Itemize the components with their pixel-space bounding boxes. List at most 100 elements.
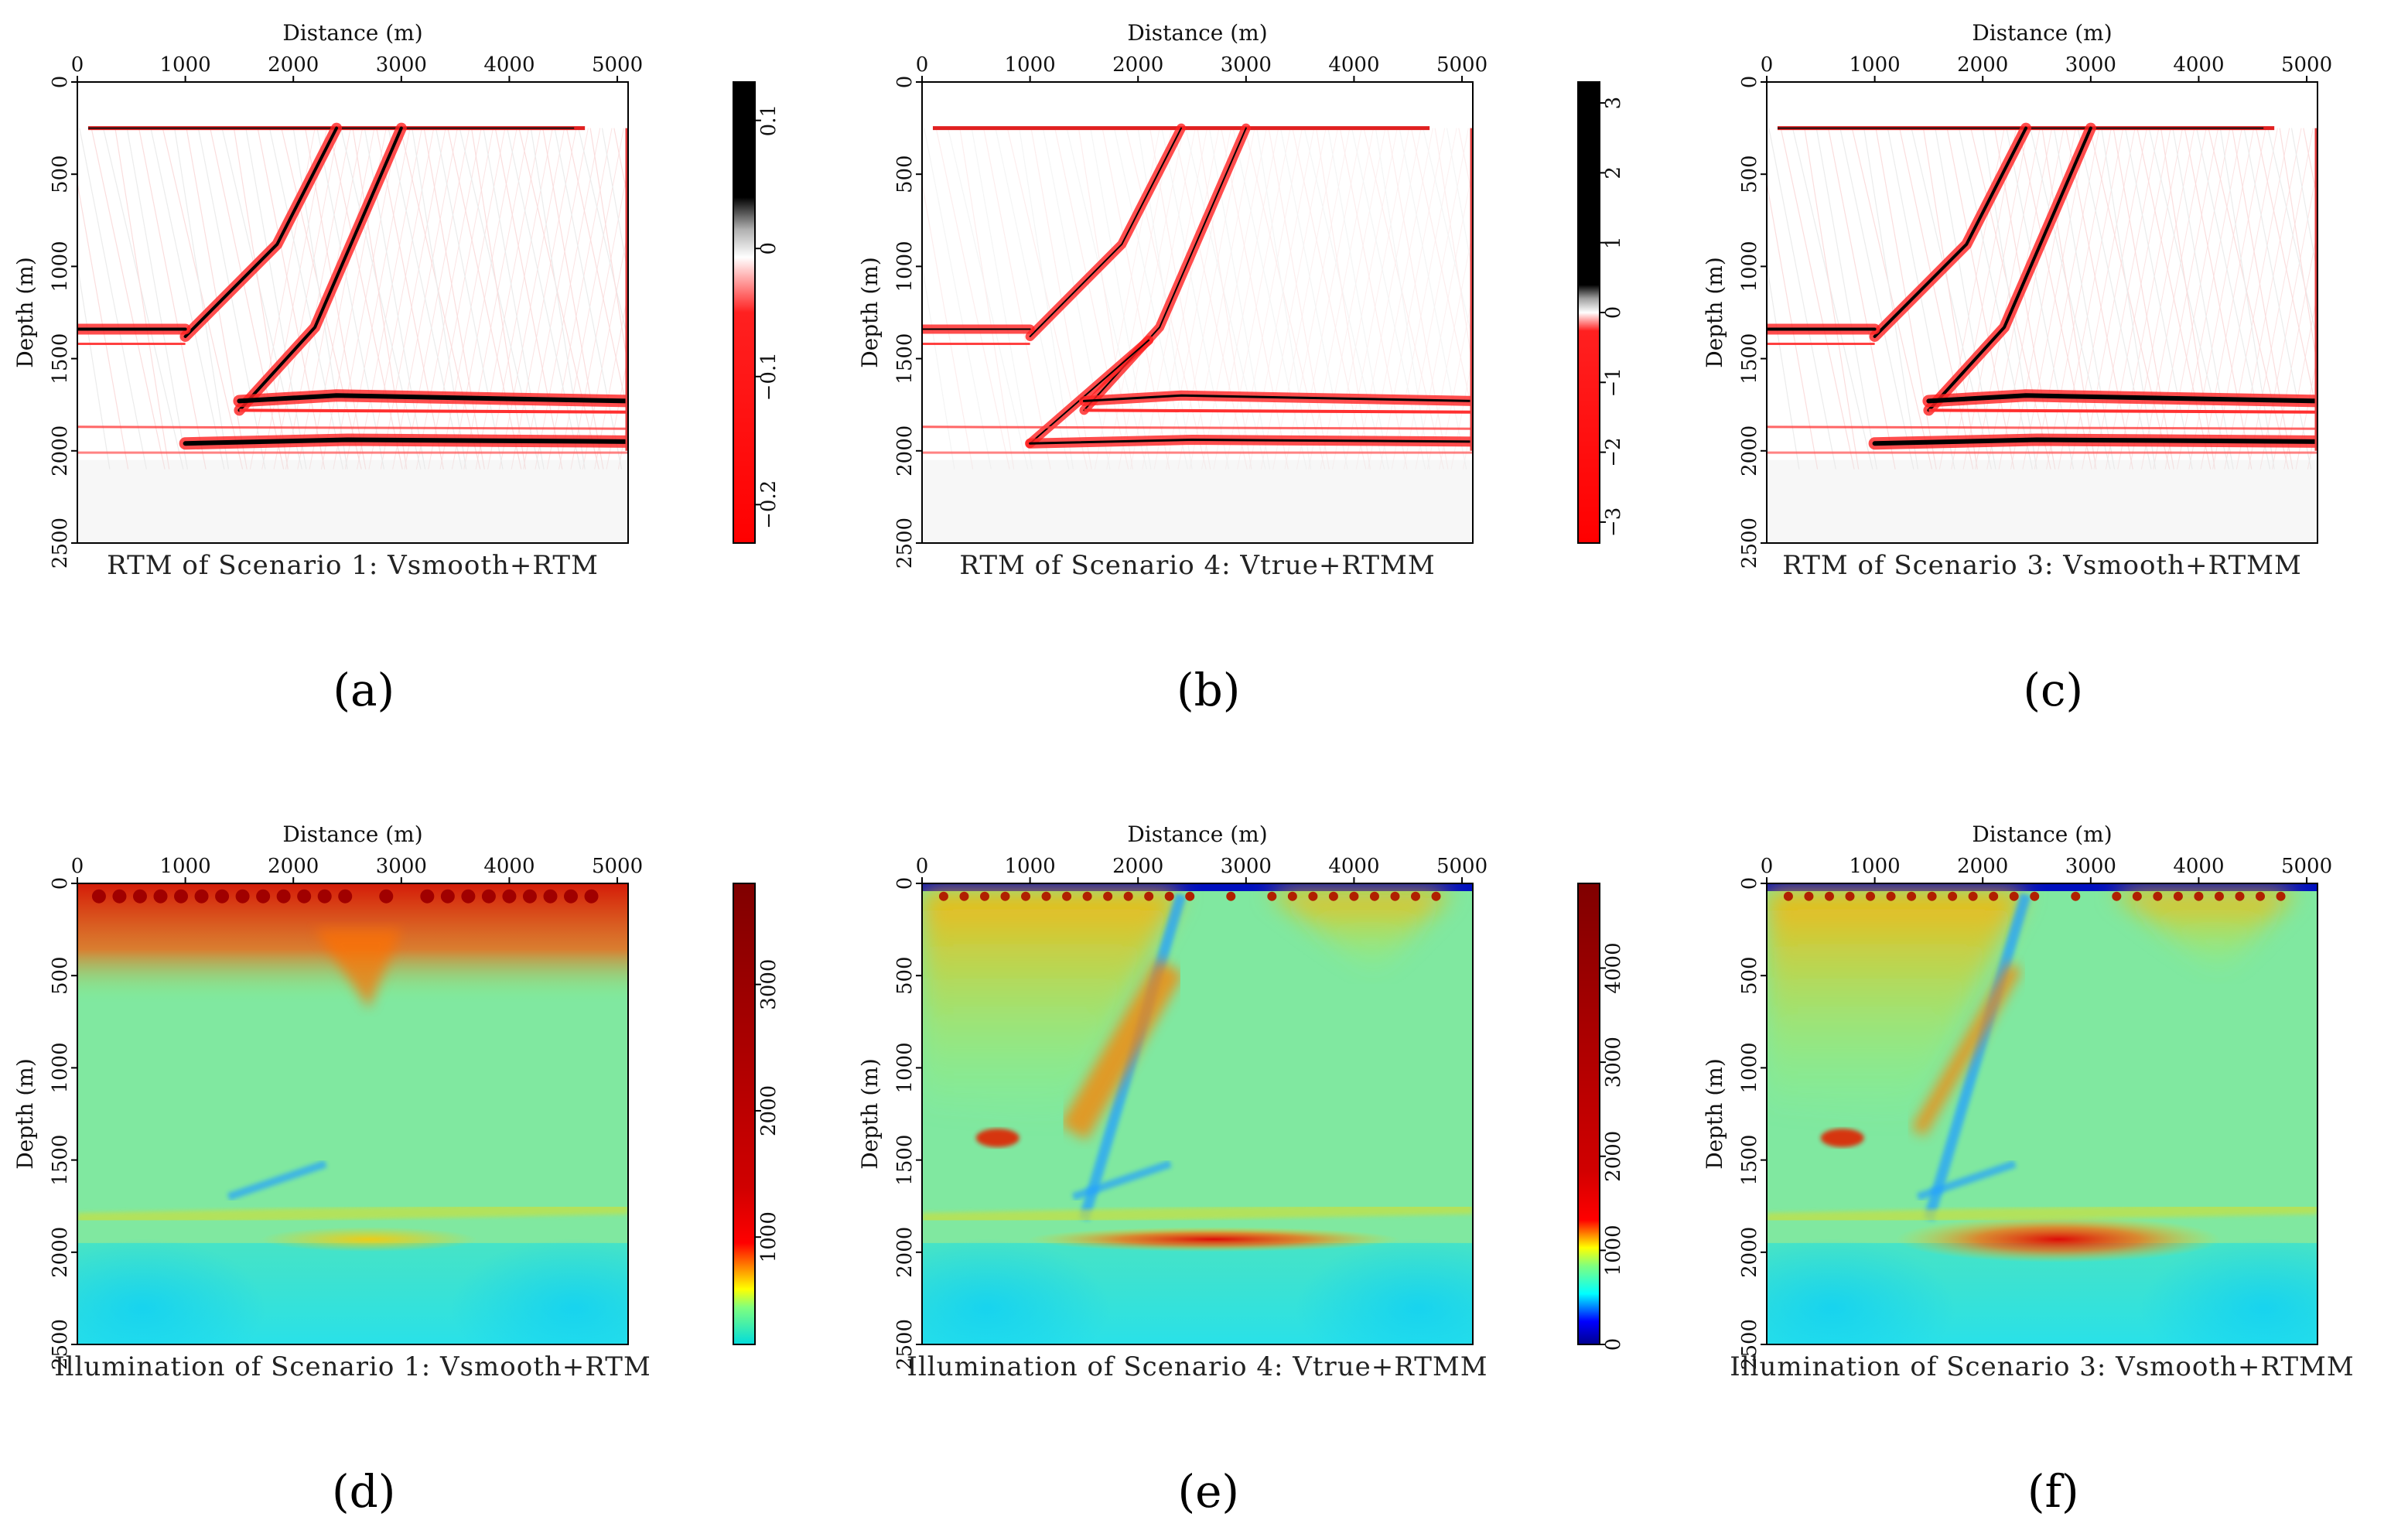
colorbar-tick-label: −3 — [1602, 507, 1625, 537]
source-dot — [440, 889, 455, 904]
y-tick-label: 0 — [49, 76, 72, 89]
colorbar-gradient — [733, 81, 756, 544]
colorbar-tick-label: 3 — [1602, 97, 1625, 110]
heatmap-image — [1767, 82, 2317, 543]
source-dot — [1062, 891, 1072, 901]
y-tick-label: 1500 — [893, 333, 917, 384]
x-tick-label: 1000 — [160, 53, 211, 77]
background — [1767, 82, 2317, 543]
source-dot — [1390, 891, 1400, 901]
plot-frame — [1766, 81, 2318, 544]
horizon-1750 — [237, 393, 628, 404]
panel-title: Illumination of Scenario 4: Vtrue+RTMM — [907, 1351, 1487, 1382]
x-tick-label: 2000 — [1957, 855, 2008, 878]
source-dot — [420, 889, 435, 904]
colorbar-gradient — [733, 883, 756, 1345]
colorbar-tick-label: 2000 — [757, 1085, 780, 1136]
colorbar-gradient — [1577, 883, 1600, 1345]
reflectors — [77, 122, 628, 454]
y-axis-label: Depth (m) — [857, 257, 883, 368]
horizon-1750 — [1926, 393, 2317, 404]
source-dot — [1968, 891, 1978, 901]
source-dot — [2112, 891, 2122, 901]
x-tick-label: 3000 — [2065, 855, 2116, 878]
source-dot — [1021, 891, 1031, 901]
horizon-1750 — [1082, 394, 1473, 402]
source-dot — [2256, 891, 2266, 901]
deep-blue-left — [922, 1238, 1111, 1344]
fault-left — [183, 126, 339, 338]
x-axis-label: Distance (m) — [1127, 20, 1267, 46]
source-dot — [153, 889, 168, 904]
horizon-1950 — [1872, 437, 2317, 446]
horizon-1790 — [239, 408, 628, 414]
plot-frame — [77, 883, 629, 1345]
source-dot — [1824, 891, 1834, 901]
x-tick-label: 2000 — [268, 53, 319, 77]
colorbar-tick-label: 0 — [1602, 306, 1625, 319]
colorbar-tick-label: 0 — [1602, 1338, 1625, 1351]
surface-blue — [922, 883, 1473, 891]
bright-block — [975, 1128, 1020, 1147]
x-tick-label: 4000 — [483, 53, 535, 77]
x-tick-label: 5000 — [592, 53, 643, 77]
source-dot — [1164, 891, 1174, 901]
x-tick-label: 1000 — [1005, 53, 1056, 77]
source-dot — [338, 889, 353, 904]
horizon-glow — [922, 1201, 1473, 1225]
colorbar-tick-label: 0.1 — [757, 104, 780, 136]
deep-blue-right — [2140, 1238, 2317, 1344]
x-tick-label: 2000 — [268, 855, 319, 878]
shallow-right — [1267, 890, 1452, 976]
y-tick-label: 2000 — [49, 1227, 72, 1278]
source-dots — [1783, 891, 2286, 901]
fault-right — [237, 126, 403, 412]
source-dot — [584, 889, 599, 904]
panel-e: 0 1000 2000 3000 4000 5000 Distance (m) 0 500 100… — [857, 822, 1625, 1518]
source-dot — [1144, 891, 1154, 901]
y-tick-label: 1000 — [893, 241, 917, 292]
colorbar-tick-label: 3000 — [1602, 1037, 1625, 1088]
source-dot — [276, 889, 291, 904]
shallow-right — [2112, 890, 2297, 976]
x-axis-label: Distance (m) — [282, 20, 422, 46]
source-dot — [979, 891, 989, 901]
deep-blue-left — [1767, 1238, 1955, 1344]
source-dot — [938, 891, 948, 901]
colorbar-tick-label: 0 — [757, 242, 780, 255]
colorbar-tick-label: −0.1 — [757, 352, 780, 401]
panel-title: RTM of Scenario 3: Vsmooth+RTMM — [1782, 550, 2302, 581]
noise-streaks — [1767, 128, 2317, 470]
panel-f: 0 1000 2000 3000 4000 5000 Distance (m) 0 500 100… — [1702, 822, 2354, 1518]
horizon-glow — [77, 1201, 628, 1225]
y-tick-label: 2500 — [49, 518, 72, 569]
deep-fade — [77, 459, 628, 543]
y-tick-label: 500 — [1738, 956, 1761, 995]
source-dot — [1845, 891, 1855, 901]
source-dot — [1328, 891, 1338, 901]
panel-c: 0 1000 2000 3000 4000 5000 Distance (m) 0 500 100… — [1702, 20, 2332, 716]
caption-label: (e) — [1177, 1465, 1239, 1518]
source-dot — [564, 889, 579, 904]
y-axis-label: Depth (m) — [857, 1058, 883, 1170]
source-dot — [959, 891, 969, 901]
y-tick-label: 0 — [893, 76, 917, 89]
x-tick-label: 1000 — [1850, 855, 1901, 878]
source-dot — [112, 889, 127, 904]
deep-fade — [1767, 459, 2317, 543]
x-tick-label: 4000 — [1328, 53, 1379, 77]
x-tick-label: 4000 — [483, 855, 535, 878]
y-tick-label: 500 — [1738, 155, 1761, 193]
panel-title: RTM of Scenario 4: Vtrue+RTMM — [959, 550, 1435, 581]
x-tick-label: 0 — [916, 53, 929, 77]
x-tick-label: 0 — [916, 855, 929, 878]
x-tick-label: 3000 — [1221, 53, 1272, 77]
background — [77, 82, 628, 543]
x-tick-label: 5000 — [2281, 855, 2332, 878]
shallow-left — [1767, 890, 2027, 1123]
y-tick-label: 500 — [893, 155, 917, 193]
source-dot — [256, 889, 271, 904]
y-tick-label: 1500 — [1738, 1135, 1761, 1186]
y-tick-label: 2000 — [893, 1227, 917, 1278]
source-dot — [132, 889, 147, 904]
